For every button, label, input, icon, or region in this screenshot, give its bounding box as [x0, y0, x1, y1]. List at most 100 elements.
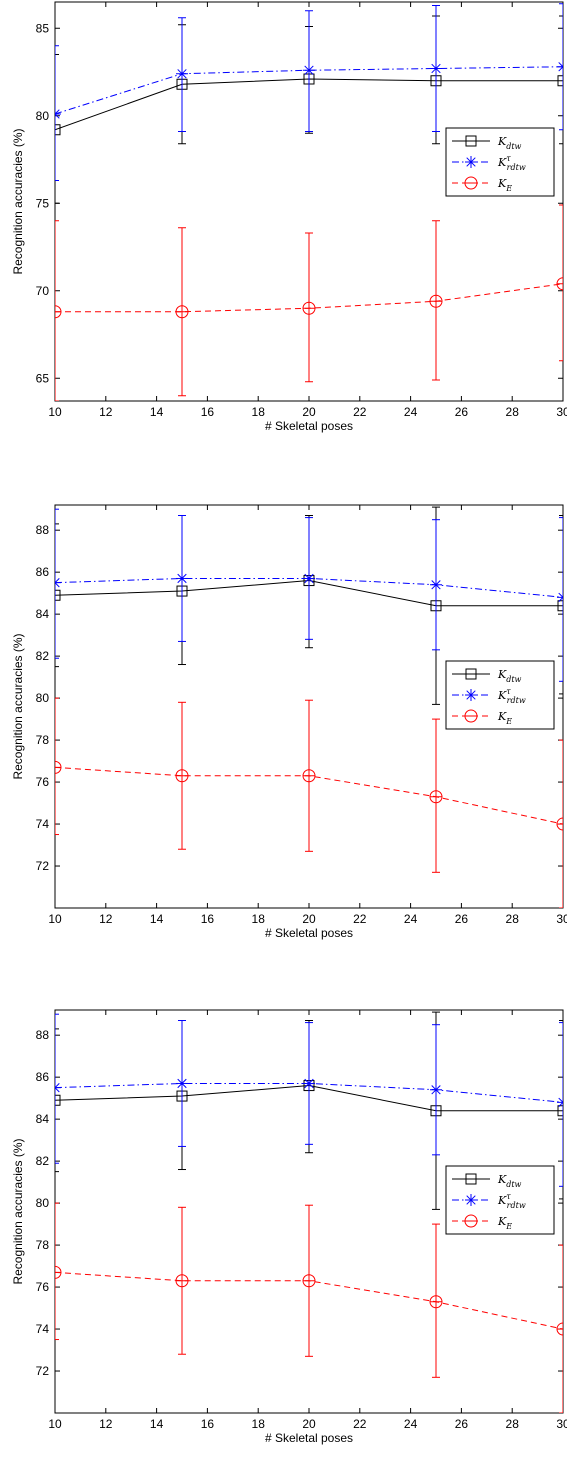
series-K_E: [55, 697, 563, 908]
error-bar: [55, 45, 59, 181]
marker-star: [303, 64, 315, 77]
error-bar: [55, 54, 59, 204]
legend-label: Kτ rdtw: [497, 1192, 526, 1210]
x-axis: 10 12 14 16 18 20 22 24 26 28 30: [48, 2, 567, 419]
y-tick-label: 74: [36, 1322, 50, 1336]
x-tick-label: 14: [150, 1417, 164, 1431]
x-axis: 10 12 14 16 18 20 22 24 26 28 30: [48, 1010, 567, 1431]
marker-star: [303, 1077, 315, 1090]
legend: Kdtw Kτ rdtw KE: [445, 127, 555, 197]
marker-circle: [175, 305, 189, 319]
legend-item-K_dtw: Kdtw: [452, 668, 522, 684]
y-tick-label: 76: [36, 775, 50, 789]
plot-area: [55, 506, 563, 908]
y-tick-label: 80: [36, 109, 50, 123]
marker-star: [557, 1096, 563, 1109]
y-tick-label: 78: [36, 733, 50, 747]
error-bar: [432, 220, 440, 381]
legend-label: KE: [497, 710, 512, 726]
marker-circle: [464, 709, 478, 723]
legend: Kdtw Kτ rdtw KE: [445, 660, 555, 730]
error-bar: [559, 517, 563, 682]
marker-square: [465, 1173, 477, 1185]
error-bar: [55, 523, 59, 668]
x-tick-label: 12: [99, 912, 113, 926]
x-axis-title: # Skeletal poses: [265, 419, 353, 433]
y-tick-label: 85: [36, 21, 50, 35]
legend-label: Kdtw: [497, 135, 522, 151]
y-axis: 65 70 75 80 85: [36, 21, 563, 385]
marker-square: [55, 589, 61, 601]
chart-panel-3: 10 12 14 16 18 20 22 24 26 28 30 72 74 76 78 80 82 84 86 88…: [11, 1009, 567, 1445]
x-tick-label: 10: [48, 405, 62, 419]
legend-label: Kdtw: [497, 668, 522, 684]
y-axis: 72 74 76 78 80 82 84 86 88: [36, 523, 563, 873]
marker-star: [430, 1083, 442, 1096]
marker-star: [465, 156, 477, 168]
marker-star: [55, 1081, 61, 1094]
marker-star: [176, 1077, 188, 1090]
y-tick-label: 80: [36, 691, 50, 705]
marker-square: [465, 135, 477, 147]
marker-circle: [302, 769, 316, 783]
error-bar: [55, 1013, 59, 1164]
legend-item-K_dtw: Kdtw: [452, 1173, 522, 1189]
y-axis-title: Recognition accuracies (%): [11, 128, 25, 274]
marker-star: [465, 689, 477, 701]
series-K_rdtw: [55, 3, 563, 181]
chart-panel-1: 10 12 14 16 18 20 22 24 26 28 30 65 70 75 80 85 # Skelet…: [11, 1, 567, 433]
y-tick-label: 76: [36, 1280, 50, 1294]
marker-circle: [55, 760, 62, 774]
marker-square: [55, 1094, 61, 1106]
legend-label: Kτ rdtw: [497, 154, 526, 172]
x-tick-label: 28: [506, 1417, 520, 1431]
x-tick-label: 22: [353, 1417, 367, 1431]
x-tick-label: 20: [302, 912, 316, 926]
marker-circle: [464, 1214, 478, 1228]
error-bar: [559, 514, 563, 695]
x-tick-label: 18: [252, 912, 266, 926]
legend-item-K_rdtw: Kτ rdtw: [452, 154, 526, 172]
x-tick-label: 24: [404, 405, 418, 419]
x-tick-label: 10: [48, 912, 62, 926]
y-axis-title: Recognition accuracies (%): [11, 1138, 25, 1284]
chart-panel-2: 10 12 14 16 18 20 22 24 26 28 30 72 74 76 78 80 82 84 86 88…: [11, 504, 567, 940]
marker-square: [55, 124, 61, 136]
error-bar: [55, 220, 59, 401]
error-bar: [559, 1244, 563, 1413]
legend-item-K_E: KE: [452, 709, 512, 726]
marker-circle: [429, 294, 443, 308]
marker-circle: [556, 1322, 563, 1336]
error-bar: [55, 1202, 59, 1341]
x-tick-label: 12: [99, 405, 113, 419]
series-line: [55, 66, 563, 115]
error-bar: [432, 1223, 440, 1378]
marker-circle: [556, 817, 563, 831]
marker-circle: [175, 1274, 189, 1288]
error-bar: [559, 1019, 563, 1200]
x-tick-label: 22: [353, 912, 367, 926]
marker-square: [465, 668, 477, 680]
x-tick-label: 30: [556, 912, 567, 926]
marker-square: [557, 600, 563, 612]
y-tick-label: 84: [36, 1112, 50, 1126]
marker-star: [430, 578, 442, 591]
error-bar: [55, 508, 59, 659]
series-K_E: [55, 1202, 563, 1413]
y-tick-label: 86: [36, 1070, 50, 1084]
legend-item-K_E: KE: [452, 1214, 512, 1231]
legend-label: Kdtw: [497, 1173, 522, 1189]
series-line: [55, 577, 563, 598]
x-tick-label: 14: [150, 912, 164, 926]
x-tick-label: 16: [201, 912, 215, 926]
x-tick-label: 28: [506, 912, 520, 926]
series-K_rdtw: [55, 1013, 563, 1187]
x-tick-label: 24: [404, 912, 418, 926]
error-bar: [55, 697, 59, 836]
x-tick-label: 26: [455, 405, 469, 419]
x-tick-label: 12: [99, 1417, 113, 1431]
series-K_rdtw: [55, 508, 563, 682]
x-axis-title: # Skeletal poses: [265, 1431, 353, 1445]
x-axis-title: # Skeletal poses: [265, 926, 353, 940]
